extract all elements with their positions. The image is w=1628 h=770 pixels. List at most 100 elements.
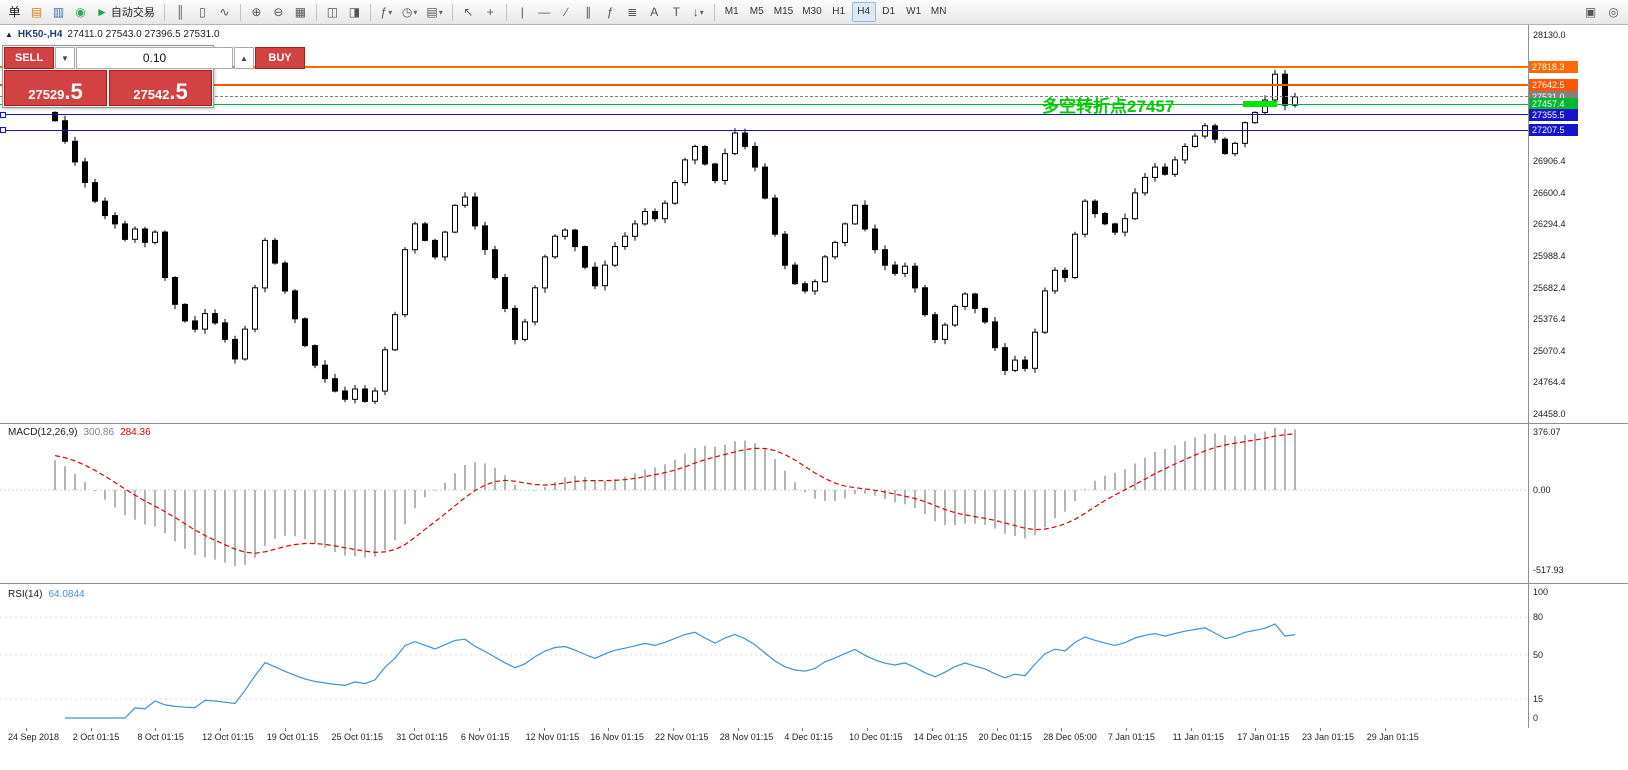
time-axis-label: 4 Dec 01:15 (784, 732, 833, 742)
sell-price-panel[interactable]: 27529.5 (4, 70, 107, 106)
rsi-panel-canvas[interactable] (0, 586, 1528, 728)
timeframe-d1-button[interactable]: D1 (877, 2, 901, 22)
indicators-button-glyph: ƒ (380, 5, 388, 19)
label-button-glyph: T (672, 5, 680, 19)
cursor-button-glyph: ↖ (463, 5, 474, 19)
line-chart-button[interactable]: ∿ (214, 2, 235, 22)
chevron-down-icon: ▾ (413, 7, 418, 17)
price-axis-label: 25988.4 (1533, 251, 1566, 261)
notifications-icon-glyph: ▣ (1584, 5, 1597, 19)
chart-header: ▲ HK50-,H4 27411.0 27543.0 27396.5 27531… (5, 29, 220, 40)
price-axis-label: 26294.4 (1533, 219, 1566, 230)
one-click-trading-panel: SELL ▼ ▲ BUY 27529.5 27542.5 (2, 45, 305, 108)
time-axis-label: 22 Nov 01:15 (655, 732, 709, 742)
timeframe-m15-button[interactable]: M15 (770, 2, 797, 22)
chevron-down-icon: ▾ (699, 7, 704, 17)
trendline-button-glyph: ∕ (565, 5, 568, 19)
market-watch-icon[interactable]: ◉ (70, 2, 91, 22)
indicators-button[interactable]: ƒ ▾ (376, 2, 397, 22)
auto-scroll-button-glyph: ◫ (326, 5, 339, 19)
sell-button[interactable]: SELL (4, 47, 54, 69)
buy-button[interactable]: BUY (255, 47, 305, 69)
price-tag-27818.3: 27818.3 (1529, 61, 1578, 74)
auto-scroll-button[interactable]: ◫ (322, 2, 343, 22)
volume-decrease-button[interactable]: ▼ (55, 47, 75, 69)
arrows-button[interactable]: ↓ ▾ (688, 2, 709, 22)
rsi-title: RSI(14) (8, 589, 43, 600)
chart-shift-button[interactable]: ◨ (344, 2, 365, 22)
zoom-in-button[interactable]: ⊕ (246, 2, 267, 22)
label-button[interactable]: T (666, 2, 687, 22)
macd-axis-label: 0.00 (1533, 485, 1551, 495)
templates-button[interactable]: ▤ ▾ (422, 2, 446, 22)
timeframe-h4-button[interactable]: H4 (851, 2, 876, 22)
buy-price-panel[interactable]: 27542.5 (109, 70, 212, 106)
cursor-button[interactable]: ↖ (458, 2, 479, 22)
shapes-button-glyph: ≣ (627, 5, 638, 19)
timeframe-m30-button[interactable]: M30 (798, 2, 825, 22)
toolbar-separator (451, 3, 453, 21)
profiles-icon[interactable]: ▥ (48, 2, 69, 22)
vertical-line-button[interactable]: | (512, 2, 533, 22)
macd-signal-value: 284.36 (120, 427, 151, 438)
time-tick (90, 728, 92, 731)
horizontal-line-button[interactable]: — (534, 2, 555, 22)
notifications-icon[interactable]: ▣ (1580, 2, 1601, 22)
time-tick (1384, 728, 1386, 731)
autotrading-button[interactable]: ► 自动交易 (92, 2, 159, 22)
toolbar-separator (315, 3, 317, 21)
search-icon[interactable]: ◎ (1603, 2, 1624, 22)
chart-window-icon[interactable]: ▤ (26, 2, 47, 22)
time-tick (673, 728, 674, 731)
candles-chart-button[interactable]: ▯ (192, 2, 213, 22)
timeframe-m5-button[interactable]: M5 (745, 2, 769, 22)
new-order-button[interactable]: 单 (4, 2, 25, 22)
time-tick (1125, 728, 1127, 731)
one-click-toggle-icon[interactable]: ▲ (5, 30, 13, 39)
timeframe-m15-button-glyph: M15 (773, 6, 794, 17)
macd-axis-label: 376.07 (1533, 427, 1561, 437)
time-tick (543, 728, 545, 731)
time-tick (802, 728, 804, 731)
time-axis-label: 12 Oct 01:15 (202, 732, 254, 742)
price-axis-label: 26906.4 (1533, 156, 1566, 167)
text-button[interactable]: A (644, 2, 665, 22)
time-tick (1255, 728, 1257, 731)
periods-button-glyph: ◷ (401, 5, 413, 19)
panel-separator[interactable] (0, 583, 1628, 584)
periods-button[interactable]: ◷ ▾ (398, 2, 422, 22)
bars-chart-button[interactable]: ║ (170, 2, 191, 22)
chart-window-icon-glyph: ▤ (30, 5, 43, 19)
tile-windows-button[interactable]: ▦ (290, 2, 311, 22)
timeframe-w1-button-glyph: W1 (906, 6, 922, 17)
time-tick (478, 728, 480, 731)
volume-input[interactable] (76, 47, 233, 69)
sell-price-main: 27529 (28, 86, 65, 102)
zoom-out-button[interactable]: ⊖ (268, 2, 289, 22)
time-tick (867, 728, 869, 731)
price-tag-27642.5: 27642.5 (1529, 79, 1578, 92)
time-tick (220, 728, 222, 731)
volume-increase-button[interactable]: ▲ (234, 47, 254, 69)
rsi-axis-label: 0 (1533, 713, 1539, 723)
fibonacci-button[interactable]: ƒ (600, 2, 621, 22)
arrows-button-glyph: ↓ (692, 5, 699, 19)
timeframe-mn-button[interactable]: MN (927, 2, 951, 22)
shapes-button[interactable]: ≣ (622, 2, 643, 22)
crosshair-button[interactable]: + (480, 2, 501, 22)
time-tick (996, 728, 998, 731)
timeframe-w1-button[interactable]: W1 (902, 2, 926, 22)
timeframe-h1-button[interactable]: H1 (827, 2, 851, 22)
channel-button[interactable]: ∥ (578, 2, 599, 22)
time-axis-label: 17 Jan 01:15 (1237, 732, 1290, 742)
time-axis[interactable]: 24 Sep 2018 2 Oct 01:15 8 Oct 01:15 12 Oct … (0, 728, 1628, 770)
timeframe-m1-button[interactable]: M1 (720, 2, 744, 22)
trendline-button[interactable]: ∕ (556, 2, 577, 22)
timeframe-m1-button-glyph: M1 (724, 6, 739, 17)
price-chart-canvas[interactable] (0, 25, 1528, 423)
macd-panel-canvas[interactable] (0, 423, 1528, 583)
timeframe-m30-button-glyph: M30 (802, 6, 822, 17)
panel-separator[interactable] (0, 423, 1628, 424)
rsi-value: 64.0844 (48, 589, 85, 600)
price-tag-27207.5: 27207.5 (1529, 124, 1578, 137)
